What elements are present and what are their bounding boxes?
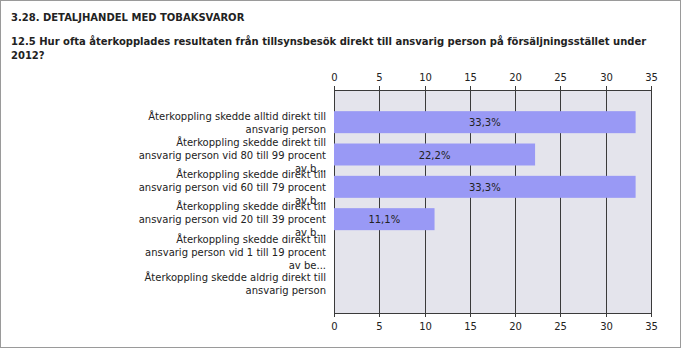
data-label: 33,3% <box>469 182 501 193</box>
category-label: Återkoppling skedde direkt till ansvarig … <box>139 200 326 238</box>
category-line: ansvarig person vid 60 till 79 procent <box>139 182 326 193</box>
bar <box>334 241 335 263</box>
subtitle: 12.5 Hur ofta återkopplades resultaten f… <box>11 35 646 61</box>
data-label: 11,1% <box>368 214 400 225</box>
frame <box>1 1 681 348</box>
tick-label: 30 <box>600 72 613 83</box>
category-line: ansvarig person <box>246 285 326 296</box>
tick-mark <box>651 313 652 317</box>
category-line: ansvarig person <box>246 124 326 135</box>
tick-label: 0 <box>331 321 337 332</box>
category-label: Återkoppling skedde direkt till ansvarig … <box>139 168 326 206</box>
axis-line <box>334 313 651 314</box>
tick-label: 15 <box>464 72 477 83</box>
axis-line <box>651 90 652 313</box>
tick-label: 35 <box>645 72 658 83</box>
bar <box>334 111 636 133</box>
subtitle-line: 2012? <box>11 50 45 61</box>
bar <box>334 208 435 230</box>
grid-line <box>651 90 652 313</box>
category-line: ansvarig person vid 80 till 99 procent <box>139 150 326 161</box>
category-label: Återkoppling skedde aldrig direkt till an… <box>144 271 326 296</box>
tick-label: 15 <box>464 321 477 332</box>
category-line: av be... <box>289 260 326 271</box>
tick-label: 20 <box>509 321 522 332</box>
bar <box>334 144 535 166</box>
tick-mark <box>560 86 561 90</box>
category-line: Återkoppling skedde direkt till <box>176 200 326 212</box>
tick-mark <box>334 86 335 90</box>
category-label: Återkoppling skedde alltid direkt till an… <box>148 110 326 135</box>
tick-label: 25 <box>554 72 567 83</box>
tick-label: 25 <box>554 321 567 332</box>
tick-label: 35 <box>645 321 658 332</box>
category-line: ansvarig person vid 20 till 39 procent <box>139 214 326 225</box>
bar <box>334 273 335 295</box>
tick-label: 10 <box>419 72 432 83</box>
bar <box>334 176 636 198</box>
title: 3.28. DETALJHANDEL MED TOBAKSVAROR <box>11 12 245 23</box>
data-label: 33,3% <box>469 117 501 128</box>
category-line: Återkoppling skedde aldrig direkt till <box>144 271 326 283</box>
tick-mark <box>515 86 516 90</box>
tick-label: 5 <box>376 72 382 83</box>
tick-label: 10 <box>419 321 432 332</box>
tick-mark <box>606 86 607 90</box>
category-line: Återkoppling skedde direkt till <box>176 168 326 180</box>
tick-label: 30 <box>600 321 613 332</box>
category-line: Återkoppling skedde alltid direkt till <box>148 110 326 122</box>
category-label: Återkoppling skedde direkt till ansvarig … <box>145 233 326 271</box>
category-label: Återkoppling skedde direkt till ansvarig … <box>139 136 326 174</box>
tick-mark <box>651 86 652 90</box>
tick-mark <box>379 86 380 90</box>
bars <box>334 111 636 230</box>
tick-label: 20 <box>509 72 522 83</box>
tick-mark <box>470 86 471 90</box>
category-line: Återkoppling skedde direkt till <box>176 233 326 245</box>
chart: 3.28. DETALJHANDEL MED TOBAKSVAROR 12.5 H… <box>0 0 681 348</box>
category-line: Återkoppling skedde direkt till <box>176 136 326 148</box>
category-line: ansvarig person vid 1 till 19 procent <box>145 247 326 258</box>
plot-area <box>334 90 651 313</box>
tick-label: 5 <box>376 321 382 332</box>
axis-line <box>334 90 651 91</box>
tick-label: 0 <box>331 72 337 83</box>
data-label: 22,2% <box>419 150 451 161</box>
tick-mark <box>425 86 426 90</box>
subtitle-line: 12.5 Hur ofta återkopplades resultaten f… <box>11 35 646 47</box>
